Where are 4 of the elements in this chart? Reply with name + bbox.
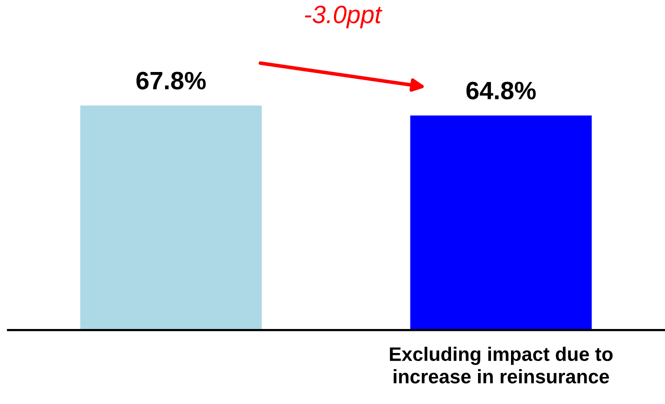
text: -3.0ppt xyxy=(304,6,382,28)
x-tick-label: Excluding impact due to increase in reinsurance xyxy=(390,346,613,384)
data-label: 67.8% xyxy=(136,72,206,90)
data-label: 64.8% xyxy=(466,82,536,100)
